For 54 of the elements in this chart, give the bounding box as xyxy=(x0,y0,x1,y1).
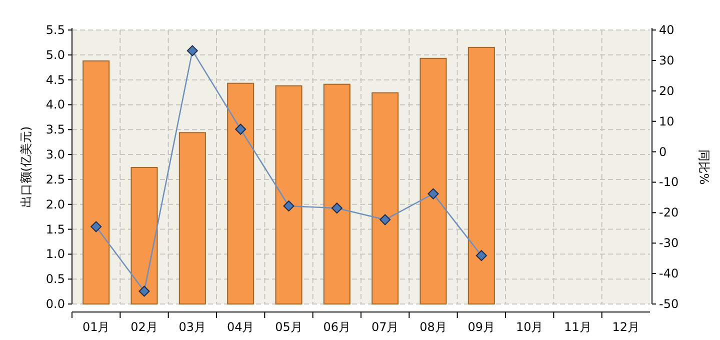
x-tick-label: 12月 xyxy=(612,320,640,334)
x-tick-label: 01月 xyxy=(82,320,110,334)
y2-tick-label: -50 xyxy=(659,297,679,311)
x-tick-label: 07月 xyxy=(371,320,399,334)
y2-tick-label: -10 xyxy=(659,175,679,190)
y2-tick-label: 20 xyxy=(659,84,674,98)
y-tick-label: 2.0 xyxy=(46,197,65,212)
x-tick-label: 11月 xyxy=(564,320,592,334)
y-tick-label: 2.5 xyxy=(46,172,65,186)
y-tick-label: 5.5 xyxy=(46,23,65,37)
y2-tick-label: -30 xyxy=(659,236,679,250)
x-tick-label: 08月 xyxy=(420,320,447,334)
point xyxy=(235,124,246,135)
bar xyxy=(178,132,206,304)
bar xyxy=(372,92,399,304)
y-tick-label: 4.0 xyxy=(46,98,65,112)
bar xyxy=(275,85,302,304)
y-tick-label: 0.5 xyxy=(46,272,65,286)
y-tick-label: 1.5 xyxy=(46,222,65,236)
y-tick-label: 1.0 xyxy=(46,247,65,262)
y-tick-label: 5.0 xyxy=(46,48,65,62)
x-tick-label: 09月 xyxy=(468,320,496,334)
bar xyxy=(82,60,110,304)
y-tick-label: 4.5 xyxy=(46,72,65,87)
y-tick-label: 3.5 xyxy=(46,122,65,137)
y2-tick-label: -20 xyxy=(659,206,679,220)
y2-tick-label: 40 xyxy=(659,23,674,37)
point xyxy=(476,250,487,262)
bar xyxy=(420,58,447,304)
y2-tick-label: 0 xyxy=(659,144,667,159)
point xyxy=(283,200,294,212)
point xyxy=(331,202,342,214)
point xyxy=(428,188,439,200)
bar xyxy=(468,46,495,304)
x-tick-label: 05月 xyxy=(275,320,302,334)
x-tick-label: 04月 xyxy=(226,320,254,334)
y-tick-label: 3.0 xyxy=(46,148,65,162)
x-tick-label: 03月 xyxy=(178,320,206,334)
point xyxy=(380,214,391,226)
y-axis-title: 出口额(亿美元) xyxy=(19,126,33,208)
y2-tick-label: -40 xyxy=(659,266,679,281)
point xyxy=(138,286,150,297)
bar xyxy=(130,167,158,304)
y-tick-label: 0.0 xyxy=(46,297,65,311)
y2-tick-label: 30 xyxy=(659,53,674,68)
x-tick-label: 10月 xyxy=(516,320,544,334)
bar xyxy=(227,82,254,304)
point xyxy=(186,45,198,56)
x-tick-label: 02月 xyxy=(130,320,158,334)
point xyxy=(90,221,102,232)
x-tick-label: 06月 xyxy=(323,320,351,334)
y2-tick-label: 10 xyxy=(659,114,674,128)
y2-axis-title: 同比% xyxy=(697,149,711,185)
bar xyxy=(323,84,350,304)
